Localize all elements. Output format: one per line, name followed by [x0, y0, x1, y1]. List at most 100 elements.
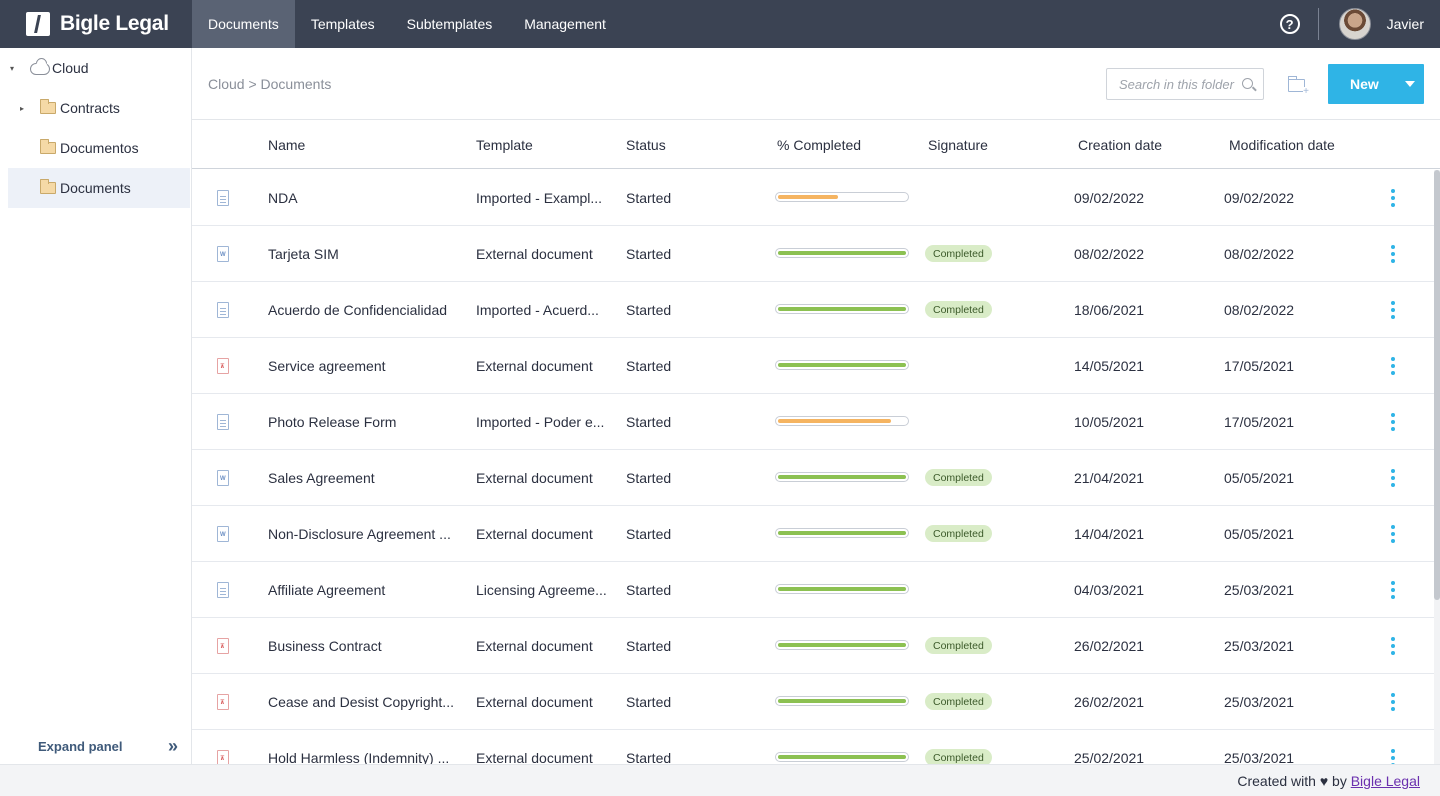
nav-documents[interactable]: Documents [192, 0, 295, 48]
column-header-completed[interactable]: % Completed [777, 137, 862, 153]
creation-date: 10/05/2021 [1074, 414, 1145, 430]
modification-date: 17/05/2021 [1224, 358, 1295, 374]
document-template: External document [476, 470, 593, 486]
document-name[interactable]: Affiliate Agreement [268, 582, 386, 598]
folder-icon [40, 139, 56, 154]
word-file-icon[interactable]: W [217, 246, 229, 262]
more-options-icon[interactable] [1391, 413, 1395, 431]
more-options-icon[interactable] [1391, 525, 1395, 543]
table-row[interactable]: ⊼ Hold Harmless (Indemnity) ... External d… [192, 730, 1434, 764]
document-name[interactable]: Service agreement [268, 358, 386, 374]
creation-date: 25/02/2021 [1074, 750, 1145, 764]
modification-date: 25/03/2021 [1224, 750, 1295, 764]
scrollbar-thumb[interactable] [1434, 170, 1440, 600]
table-row[interactable]: Photo Release Form Imported - Poder e... S… [192, 394, 1434, 450]
pdf-file-icon[interactable]: ⊼ [217, 750, 229, 764]
column-header-name[interactable]: Name [268, 137, 306, 153]
document-file-icon[interactable] [217, 582, 229, 598]
scrollbar[interactable] [1434, 170, 1440, 764]
progress-bar [775, 584, 909, 594]
document-file-icon[interactable] [217, 302, 229, 318]
document-name[interactable]: Hold Harmless (Indemnity) ... [268, 750, 450, 764]
progress-fill [778, 755, 906, 759]
tree-item-label: Cloud [52, 60, 89, 76]
nav-subtemplates[interactable]: Subtemplates [406, 16, 493, 32]
modification-date: 05/05/2021 [1224, 470, 1295, 486]
nav-templates[interactable]: Templates [310, 16, 375, 32]
more-options-icon[interactable] [1391, 357, 1395, 375]
avatar[interactable] [1338, 8, 1371, 40]
search-icon[interactable] [1242, 78, 1253, 89]
more-options-icon[interactable] [1391, 245, 1395, 263]
tree-item-documentos[interactable]: Documentos [8, 128, 190, 168]
caret-down-icon[interactable]: ▾ [9, 63, 14, 73]
pdf-file-icon[interactable]: ⊼ [217, 638, 229, 654]
table-row[interactable]: NDA Imported - Exampl... Started 09/02/2022… [192, 170, 1434, 226]
document-template: Imported - Exampl... [476, 190, 603, 206]
document-status: Started [626, 414, 672, 430]
document-name[interactable]: Tarjeta SIM [268, 246, 339, 262]
column-header-modification-date[interactable]: Modification date [1229, 137, 1335, 153]
table-row[interactable]: W Sales Agreement External document Started… [192, 450, 1434, 506]
cloud-icon [30, 63, 50, 75]
table-row[interactable]: ⊼ Service agreement External document Start… [192, 338, 1434, 394]
document-name[interactable]: Cease and Desist Copyright... [268, 694, 454, 710]
document-name[interactable]: Sales Agreement [268, 470, 375, 486]
more-options-icon[interactable] [1391, 637, 1395, 655]
tree-item-contracts[interactable]: ▸ Contracts [8, 88, 190, 128]
more-options-icon[interactable] [1391, 749, 1395, 764]
footer-link[interactable]: Bigle Legal [1350, 773, 1420, 789]
more-options-icon[interactable] [1391, 469, 1395, 487]
document-template: External document [476, 638, 593, 654]
footer-credit: Created with ♥ by Bigle Legal [1237, 773, 1420, 789]
chevron-down-icon[interactable] [1404, 81, 1415, 87]
more-options-icon[interactable] [1391, 189, 1395, 207]
more-options-icon[interactable] [1391, 581, 1395, 599]
table-row[interactable]: ⊼ Business Contract External document Start… [192, 618, 1434, 674]
column-header-template[interactable]: Template [476, 137, 533, 153]
search-input[interactable] [1119, 76, 1243, 92]
new-button[interactable]: New [1328, 64, 1424, 104]
document-name[interactable]: Business Contract [268, 638, 382, 654]
document-file-icon[interactable] [217, 414, 229, 430]
signature-badge: Completed [925, 525, 992, 542]
creation-date: 26/02/2021 [1074, 638, 1145, 654]
column-header-signature[interactable]: Signature [928, 137, 988, 153]
pdf-file-icon[interactable]: ⊼ [217, 694, 229, 710]
table-row[interactable]: Affiliate Agreement Licensing Agreeme... S… [192, 562, 1434, 618]
document-name[interactable]: NDA [268, 190, 298, 206]
user-name[interactable]: Javier [1386, 16, 1424, 32]
column-header-status[interactable]: Status [626, 137, 666, 153]
word-file-icon[interactable]: W [217, 470, 229, 486]
table-row[interactable]: W Tarjeta SIM External document Started Comp… [192, 226, 1434, 282]
table-row[interactable]: ⊼ Cease and Desist Copyright... External d… [192, 674, 1434, 730]
new-folder-icon[interactable] [1287, 76, 1309, 97]
document-name[interactable]: Non-Disclosure Agreement ... [268, 526, 451, 542]
document-name[interactable]: Photo Release Form [268, 414, 397, 430]
table-row[interactable]: W Non-Disclosure Agreement ... External do… [192, 506, 1434, 562]
progress-bar [775, 472, 909, 482]
document-file-icon[interactable] [217, 190, 229, 206]
breadcrumb[interactable]: Cloud > Documents [208, 76, 332, 92]
tree-item-documents[interactable]: Documents [8, 168, 190, 208]
expand-panel-button[interactable]: Expand panel » [38, 736, 178, 756]
pdf-file-icon[interactable]: ⊼ [217, 358, 229, 374]
nav-management[interactable]: Management [524, 16, 606, 32]
table-row[interactable]: Acuerdo de Confidencialidad Imported - Ac… [192, 282, 1434, 338]
modification-date: 25/03/2021 [1224, 582, 1295, 598]
main-nav: Documents Templates Subtemplates Managem… [192, 0, 622, 48]
brand-logo[interactable]: Bigle Legal [0, 0, 192, 48]
tree-item-label: Documentos [60, 140, 139, 156]
more-options-icon[interactable] [1391, 301, 1395, 319]
help-icon[interactable]: ? [1279, 14, 1300, 34]
column-header-creation-date[interactable]: Creation date [1078, 137, 1163, 153]
progress-bar [775, 696, 909, 706]
caret-right-icon[interactable]: ▸ [19, 103, 24, 113]
document-name[interactable]: Acuerdo de Confidencialidad [268, 302, 448, 318]
creation-date: 26/02/2021 [1074, 694, 1145, 710]
tree-item-cloud[interactable]: ▾ Cloud [8, 48, 190, 88]
word-file-icon[interactable]: W [217, 526, 229, 542]
search-box[interactable] [1106, 68, 1264, 100]
more-options-icon[interactable] [1391, 693, 1395, 711]
creation-date: 08/02/2022 [1074, 246, 1145, 262]
